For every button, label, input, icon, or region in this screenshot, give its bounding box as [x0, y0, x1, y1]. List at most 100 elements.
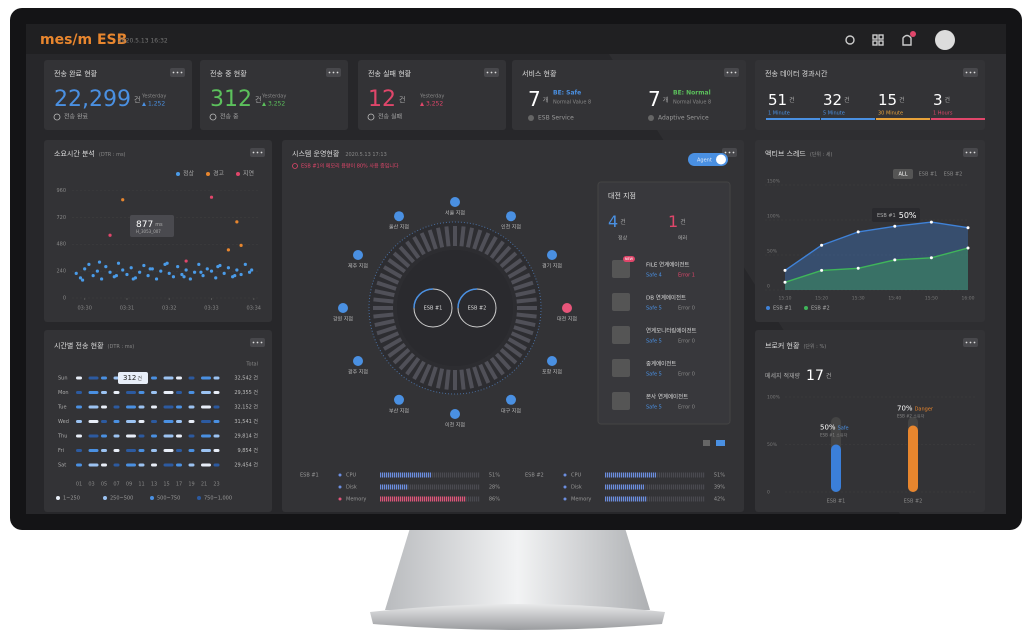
status-icon: [367, 113, 375, 121]
branch-node[interactable]: [450, 197, 460, 207]
more-dot: [973, 71, 976, 74]
y-tick-label: 960: [56, 188, 66, 194]
branch-node[interactable]: [394, 394, 404, 405]
hour-segment: [113, 449, 120, 452]
row-total: 29,454 건: [234, 462, 258, 469]
branch-node[interactable]: [546, 356, 557, 366]
y-tick-label: 100%: [767, 214, 781, 220]
more-dot: [730, 71, 733, 74]
card-number: 12: [368, 87, 396, 112]
tooltip-box: [872, 208, 920, 222]
logo[interactable]: mes/m ESB: [40, 32, 127, 48]
more-dot: [336, 71, 339, 74]
scatter-point: [239, 243, 243, 247]
card-unit: 건: [255, 95, 261, 104]
ring-segment: [374, 318, 395, 328]
branch-node[interactable]: [353, 250, 364, 260]
legend-swatch: [804, 306, 808, 310]
more-dot: [732, 151, 735, 154]
ring-segment: [373, 297, 394, 304]
ring-segment: [392, 347, 411, 365]
branch-node[interactable]: [562, 303, 572, 313]
scatter-point: [99, 277, 104, 281]
status-icon: [209, 113, 217, 121]
scatter-point: [205, 267, 209, 271]
branch-title: 대전 지점: [608, 191, 636, 200]
branch-label: 대구 지점: [501, 407, 521, 414]
agent-icon: [612, 359, 630, 377]
hour-segment: [126, 463, 136, 467]
grid-icon[interactable]: [872, 34, 878, 40]
metric-name: Memory: [571, 497, 591, 503]
scatter-point: [180, 272, 184, 277]
card-value: 12 건: [368, 87, 405, 112]
hour-segment: [76, 449, 82, 452]
hour-segment: [126, 391, 136, 394]
bar: [831, 444, 841, 492]
elapsed-number: 3: [933, 91, 943, 109]
ring-segment: [507, 337, 528, 351]
hour-segment: [188, 391, 195, 394]
filter-active: [893, 169, 913, 179]
ring-segment: [435, 368, 445, 389]
branch-node[interactable]: [546, 250, 557, 260]
scatter-point: [226, 248, 231, 252]
elapsed-label: 30 Minute: [878, 111, 903, 117]
ring-segment: [489, 240, 505, 260]
service-unit: 개: [543, 96, 549, 104]
day-label: Wed: [58, 419, 69, 425]
settings-icon[interactable]: [845, 35, 855, 45]
service-note: Normal Value 8: [673, 100, 711, 106]
panel-title: 브로커 현황 (단위 : %): [765, 341, 826, 350]
card-status: 전송 완료: [64, 113, 88, 121]
tooltip-id: H_3053_007: [136, 229, 161, 234]
agent-error: Error 0: [678, 339, 695, 345]
agent-error: Error 0: [678, 372, 695, 378]
scatter-point: [78, 276, 83, 280]
ring-segment: [465, 368, 475, 389]
filter-button[interactable]: ESB #1: [919, 172, 938, 178]
badge: [623, 256, 635, 262]
filter-button[interactable]: ESB #2: [944, 172, 963, 178]
row-total: 9,854 건: [237, 447, 258, 454]
title-text: 시간별 전송 현황: [54, 341, 104, 350]
elapsed-bar: [931, 118, 985, 120]
branch-node[interactable]: [506, 211, 516, 222]
elapsed-bar: [766, 118, 820, 120]
bell-icon[interactable]: [902, 34, 912, 46]
scatter-point: [108, 233, 112, 237]
row-total: 32,542 건: [234, 375, 258, 382]
title-text: 시스템 운영현황: [292, 149, 340, 158]
ring-segment: [513, 325, 534, 336]
agent-error: Error 0: [678, 306, 695, 312]
more-dot: [965, 341, 968, 344]
agent-icon: [612, 392, 630, 410]
metric-name: Disk: [346, 485, 357, 491]
tooltip-unit: 건: [137, 375, 142, 382]
card-status: 전송 중: [220, 113, 239, 121]
x-tick-label: 15:10: [779, 296, 792, 302]
hour-segment: [176, 391, 182, 394]
hour-label: 01: [76, 482, 82, 488]
tooltip-box: [130, 215, 174, 237]
broker-panel: [755, 330, 985, 512]
branch-node[interactable]: [450, 409, 460, 419]
branch-node[interactable]: [506, 394, 516, 405]
legend-label: ESB #2: [811, 306, 830, 312]
scatter-point: [222, 271, 226, 275]
avatar[interactable]: [935, 30, 955, 50]
branch-node[interactable]: [338, 303, 348, 313]
subtitle-text: (단위 : %): [803, 343, 826, 350]
filter-button[interactable]: ALL: [899, 172, 908, 178]
hour-segment: [126, 449, 136, 452]
scatter-point: [125, 272, 129, 277]
branch-node[interactable]: [353, 356, 364, 366]
more-dot: [734, 71, 737, 74]
scatter-point: [138, 270, 142, 274]
card-title: 전송 완료 현황: [54, 69, 98, 78]
more-dot: [252, 151, 255, 154]
hour-segment: [213, 391, 220, 394]
scatter-point: [214, 276, 218, 280]
branch-node[interactable]: [394, 211, 404, 222]
